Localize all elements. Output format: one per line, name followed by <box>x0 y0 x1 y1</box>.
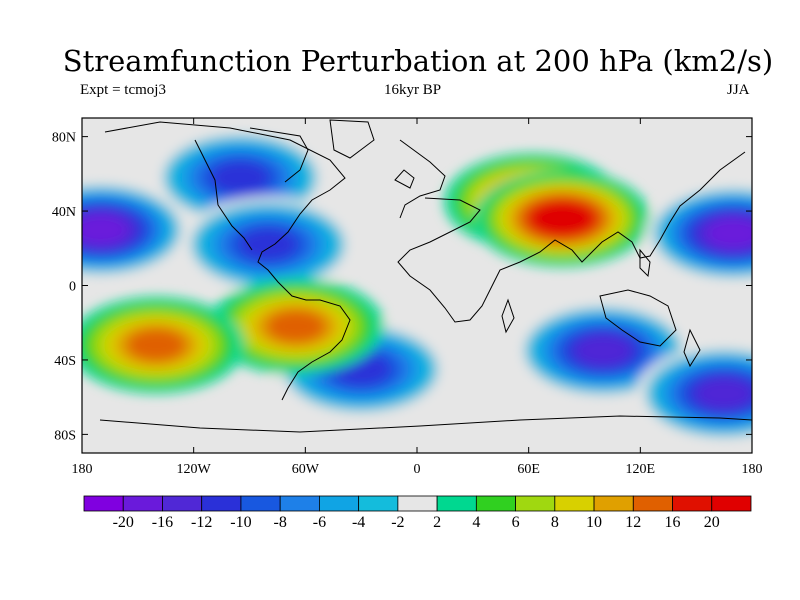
colorbar-swatch <box>358 495 399 512</box>
field-contour-3-5 <box>238 228 298 261</box>
colorbar-label: 20 <box>703 514 720 531</box>
field-contour-1-7 <box>535 203 589 234</box>
colorbar-label: -8 <box>273 514 287 531</box>
colorbar-label: -16 <box>151 514 174 531</box>
colorbar-swatch <box>122 495 163 512</box>
chart-title: Streamfunction Perturbation at 200 hPa (… <box>62 44 774 78</box>
lon-label: 60E <box>517 462 540 477</box>
colorbar-label: -6 <box>312 514 327 531</box>
colorbar-swatch <box>632 495 673 512</box>
colorbar-swatch <box>83 495 124 512</box>
coastlines <box>99 119 752 433</box>
season-label: JJA <box>727 82 750 98</box>
colorbar-swatch <box>397 495 438 512</box>
colorbar-swatch <box>515 495 556 512</box>
colorbar-label: 8 <box>550 514 559 531</box>
lon-label: 180 <box>742 462 763 477</box>
field-contour-10-6 <box>696 378 752 409</box>
colorbar-swatch <box>201 495 242 512</box>
map-axes: 80N 40N 0 40S 80S 180 120W 60W 0 60E 120E 180 <box>52 118 763 477</box>
colorbar-swatch <box>554 495 595 512</box>
field-contour-9-5 <box>126 328 187 362</box>
field-contour-4-7 <box>82 214 128 245</box>
colorbar-label: 10 <box>586 514 603 531</box>
colorbar-label: -10 <box>230 514 252 531</box>
lat-label: 80S <box>54 428 76 443</box>
colorbar-label: 12 <box>625 514 642 531</box>
colorbar-label: -4 <box>351 514 366 531</box>
colorbar-swatch <box>593 495 634 512</box>
colorbar-swatch <box>475 495 516 512</box>
experiment-label: Expt = tcmoj3 <box>80 82 166 98</box>
lat-label: 0 <box>69 280 76 295</box>
colorbar <box>83 495 752 512</box>
colorbar-swatch <box>240 495 281 512</box>
colorbar-label: 6 <box>511 514 520 531</box>
colorbar-label: 2 <box>433 514 442 531</box>
lat-label: 80N <box>52 131 76 146</box>
colorbar-swatch <box>162 495 203 512</box>
period-label: 16kyr BP <box>384 82 442 98</box>
colorbar-label: 4 <box>472 514 481 531</box>
lon-label: 120E <box>626 462 656 477</box>
colorbar-swatch <box>436 495 477 512</box>
field-contour-2-5 <box>210 161 270 194</box>
colorbar-label: -20 <box>112 514 134 531</box>
lon-label: 120W <box>177 462 212 477</box>
field-contour-6-6 <box>575 335 632 367</box>
colorbar-swatch <box>319 495 360 512</box>
colorbar-label: -2 <box>391 514 405 531</box>
lat-label: 40S <box>54 354 76 369</box>
lat-label: 40N <box>52 205 76 220</box>
colorbar-label: -12 <box>191 514 213 531</box>
colorbar-swatch <box>711 495 752 512</box>
lon-label: 180 <box>72 462 93 477</box>
colorbar-swatch <box>672 495 713 512</box>
streamfunction-field <box>82 118 752 453</box>
lon-label: 60W <box>292 462 320 477</box>
colorbar-swatch <box>279 495 320 512</box>
field-contour-5-7 <box>706 218 752 249</box>
lon-label: 0 <box>414 462 421 477</box>
colorbar-label: 16 <box>664 514 681 531</box>
field-contour-8-5 <box>266 310 326 343</box>
